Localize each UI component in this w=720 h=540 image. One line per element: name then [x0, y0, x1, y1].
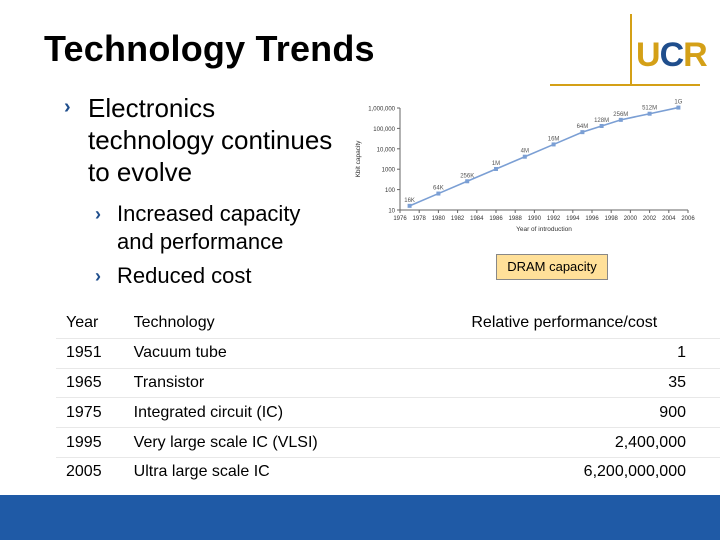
- data-point: [436, 191, 441, 196]
- table-row: 1951 Vacuum tube 1: [56, 338, 720, 369]
- table-row: 1995 Very large scale IC (VLSI) 2,400,00…: [56, 428, 720, 458]
- data-point: [407, 203, 412, 208]
- data-label: 64M: [577, 124, 589, 130]
- data-label: 1M: [492, 161, 500, 167]
- x-tick-label: 1990: [528, 216, 542, 222]
- cell-performance: 1: [677, 344, 686, 362]
- y-tick-label: 10: [388, 209, 395, 215]
- cell-year: 1995: [66, 433, 102, 451]
- sub-bullet-chevron-icon: ›: [95, 204, 101, 224]
- data-point: [618, 117, 623, 122]
- sub-bullet-2: Reduced cost: [117, 263, 252, 288]
- y-tick-label: 1000: [382, 168, 396, 174]
- x-tick-label: 1980: [432, 216, 446, 222]
- y-axis-label: Kbit capacity: [355, 140, 362, 178]
- dram-capacity-chart: 10 100 1000 10,000 100,000 1,000,000 1976 1978 1…: [355, 100, 695, 233]
- x-axis-label: Year of introduction: [516, 226, 572, 233]
- data-point: [494, 166, 498, 171]
- x-tick-label: 1992: [547, 216, 561, 222]
- x-tick-label: 1976: [393, 216, 407, 222]
- data-point: [599, 124, 604, 129]
- x-tick-label: 1998: [605, 216, 619, 222]
- logo-letter-u: U: [636, 36, 661, 74]
- data-label: 512M: [642, 106, 657, 112]
- x-tick-label: 2004: [662, 216, 676, 222]
- cell-performance: 900: [659, 403, 686, 421]
- y-tick-label: 100: [385, 188, 396, 194]
- cell-performance: 2,400,000: [614, 433, 686, 451]
- x-tick-label: 2006: [681, 216, 695, 222]
- main-bullet: Electronics technology continues to evol…: [88, 93, 333, 187]
- cell-technology: Integrated circuit (IC): [133, 403, 284, 421]
- data-point: [522, 154, 527, 159]
- bullet-chevron-icon: ›: [64, 96, 71, 118]
- sub-bullet-chevron-icon: ›: [95, 266, 101, 286]
- logo-divider-horizontal: [550, 84, 700, 86]
- table-row: 2005 Ultra large scale IC 6,200,000,000: [56, 457, 720, 486]
- cell-performance: 35: [668, 373, 686, 391]
- logo-letter-r: R: [683, 36, 708, 74]
- ucr-logo: UCR: [550, 14, 708, 86]
- table-row: 1965 Transistor 35: [56, 368, 720, 398]
- cell-year: 2005: [66, 463, 102, 481]
- data-label: 16K: [404, 198, 415, 204]
- data-label: 4M: [521, 149, 529, 155]
- table-row: 1975 Integrated circuit (IC) 900: [56, 398, 720, 428]
- data-point: [676, 105, 681, 110]
- cell-year: 1975: [66, 403, 102, 421]
- data-label: 256K: [460, 173, 474, 179]
- cell-performance: 6,200,000,000: [583, 463, 686, 481]
- data-point: [580, 130, 585, 135]
- data-label: 256M: [613, 112, 628, 118]
- cell-technology: Very large scale IC (VLSI): [133, 433, 318, 451]
- data-label: 16M: [548, 136, 560, 142]
- cell-year: 1965: [66, 373, 102, 391]
- header-relative-performance: Relative performance/cost: [471, 314, 658, 332]
- chart-caption: DRAM capacity: [496, 254, 608, 280]
- y-tick-label: 100,000: [373, 127, 395, 133]
- x-tick-label: 1978: [413, 216, 427, 222]
- x-tick-label: 2000: [624, 216, 638, 222]
- data-point: [465, 179, 470, 184]
- header-year: Year: [66, 314, 99, 332]
- footer-bar: [0, 495, 720, 540]
- y-tick-label: 10,000: [377, 147, 396, 153]
- x-tick-label: 1994: [566, 216, 580, 222]
- slide-title: Technology Trends: [44, 28, 375, 69]
- x-tick-label: 1988: [509, 216, 523, 222]
- x-tick-label: 1984: [470, 216, 484, 222]
- sub-bullet-1: Increased capacity and performance: [117, 201, 301, 254]
- cell-year: 1951: [66, 344, 102, 362]
- technology-table: Year Technology Relative performance/cos…: [56, 309, 720, 487]
- series-line: [409, 106, 679, 207]
- x-tick-label: 2002: [643, 216, 657, 222]
- y-tick-label: 1,000,000: [368, 107, 395, 113]
- data-point: [647, 111, 652, 116]
- data-label: 1G: [674, 100, 682, 106]
- header-technology: Technology: [133, 314, 215, 332]
- x-tick-label: 1982: [451, 216, 465, 222]
- logo-divider-vertical: [630, 14, 632, 86]
- logo-text: UCR: [636, 36, 708, 75]
- cell-technology: Transistor: [133, 373, 205, 391]
- data-label: 64K: [433, 186, 444, 192]
- logo-letter-c: C: [659, 36, 685, 74]
- cell-technology: Ultra large scale IC: [133, 463, 270, 481]
- x-tick-label: 1986: [489, 216, 503, 222]
- x-tick-label: 1996: [585, 216, 599, 222]
- cell-technology: Vacuum tube: [133, 344, 227, 362]
- data-point: [551, 142, 556, 147]
- data-label: 128M: [594, 118, 609, 124]
- table-header-row: Year Technology Relative performance/cos…: [56, 309, 720, 339]
